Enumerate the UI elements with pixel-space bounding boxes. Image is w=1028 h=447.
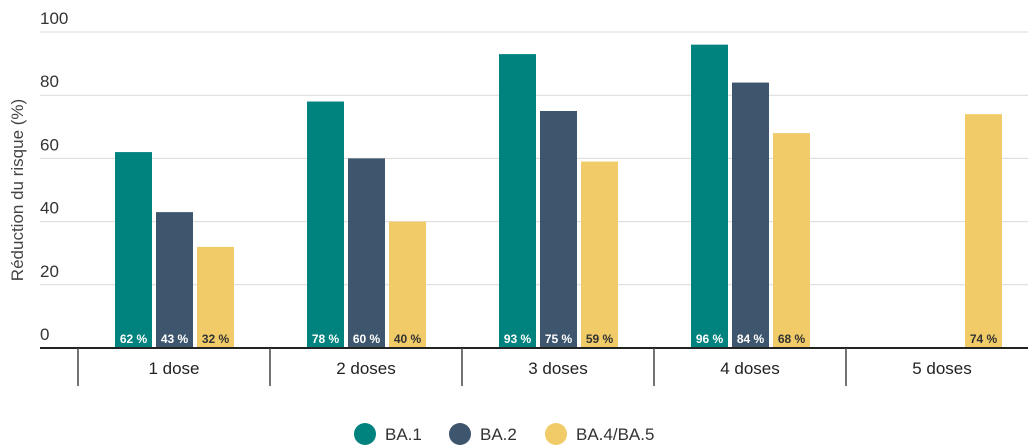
bar-ba-4-ba-5-4-doses [773, 133, 810, 348]
bar-ba-1-3-doses [499, 54, 536, 349]
data-label-ba-2-4-doses: 84 % [737, 332, 765, 346]
x-tick-label: 5 doses [912, 359, 972, 378]
bar-ba-1-2-doses [307, 101, 344, 349]
data-label-ba-2-3-doses: 75 % [545, 332, 573, 346]
data-label-ba-4-ba-5-2-doses: 40 % [394, 332, 422, 346]
legend: BA.1 BA.2 BA.4/BA.5 [354, 423, 654, 445]
data-label-ba-4-ba-5-5-doses: 74 % [970, 332, 998, 346]
bar-ba-4-ba-5-3-doses [581, 161, 618, 348]
y-tick-label: 20 [40, 262, 59, 281]
data-label-ba-4-ba-5-3-doses: 59 % [586, 332, 614, 346]
y-axis-ticks: 0 20 40 60 80 100 [40, 9, 68, 344]
x-axis: 1 dose 2 doses 3 doses 4 doses 5 doses [77, 348, 972, 386]
x-tick-label: 2 doses [336, 359, 396, 378]
legend-label-ba-4-ba-5: BA.4/BA.5 [576, 425, 654, 444]
bars [115, 44, 1002, 349]
bar-ba-2-2-doses [348, 158, 385, 348]
x-tick-label: 3 doses [528, 359, 588, 378]
y-tick-label: 40 [40, 199, 59, 218]
bar-ba-4-ba-5-5-doses [965, 114, 1002, 348]
x-tick-label: 4 doses [720, 359, 780, 378]
y-tick-label: 60 [40, 135, 59, 154]
legend-label-ba-1: BA.1 [385, 425, 422, 444]
bar-ba-1-4-doses [691, 44, 728, 348]
legend-marker-ba-2 [449, 423, 471, 445]
legend-marker-ba-4-ba-5 [545, 423, 567, 445]
bar-ba-2-4-doses [732, 82, 769, 348]
data-label-ba-4-ba-5-4-doses: 68 % [778, 332, 806, 346]
bar-ba-1-1-dose [115, 152, 152, 348]
y-tick-label: 0 [40, 325, 49, 344]
y-tick-label: 80 [40, 72, 59, 91]
x-tick-label: 1 dose [148, 359, 199, 378]
data-label-ba-4-ba-5-1-dose: 32 % [202, 332, 230, 346]
data-label-ba-1-1-dose: 62 % [120, 332, 148, 346]
data-labels: 62 % 43 % 32 % 78 % 60 % 40 % 93 % 75 % 59 % 96 %… [120, 332, 998, 346]
data-label-ba-1-2-doses: 78 % [312, 332, 340, 346]
y-tick-label: 100 [40, 9, 68, 28]
y-axis-label: Réduction du risque (%) [8, 99, 27, 281]
bar-ba-2-1-dose [156, 212, 193, 348]
data-label-ba-2-1-dose: 43 % [161, 332, 189, 346]
data-label-ba-2-2-doses: 60 % [353, 332, 381, 346]
bar-ba-2-3-doses [540, 111, 577, 348]
data-label-ba-1-4-doses: 96 % [696, 332, 724, 346]
legend-label-ba-2: BA.2 [480, 425, 517, 444]
bar-ba-4-ba-5-2-doses [389, 221, 426, 348]
data-label-ba-1-3-doses: 93 % [504, 332, 532, 346]
legend-marker-ba-1 [354, 423, 376, 445]
bar-ba-4-ba-5-1-dose [197, 246, 234, 348]
